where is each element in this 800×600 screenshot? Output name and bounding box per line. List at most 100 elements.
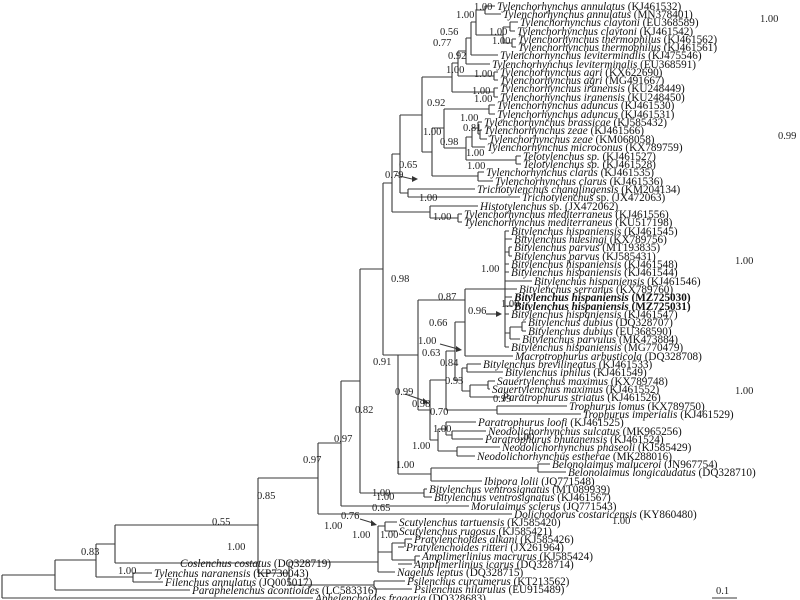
taxon-label: Neodolichorhynchus phaseoli (KJ585429) bbox=[501, 442, 692, 454]
support-value: 1.00 bbox=[380, 530, 398, 541]
taxon-label: Tylenchorhynchus mediterraneus (KJ461556… bbox=[464, 209, 669, 221]
taxon-label: Bitylenchus hispaniensis (MG770479) bbox=[511, 342, 683, 354]
taxon-label: Bitylenchus ventrosignatus (KJ461567) bbox=[434, 492, 611, 504]
taxon-label: Tylenchorhynchus thermophilus (KJ461562) bbox=[518, 34, 717, 46]
taxon-label: Scutylenchus rugosus (KJ585421) bbox=[399, 526, 552, 538]
taxon-label: Bitylenchus ventrosignatus (MT089939) bbox=[429, 484, 610, 496]
support-value: 1.00 bbox=[227, 542, 245, 553]
taxon-label: Tylenchorhynchus clarus (KJ461535) bbox=[486, 167, 654, 179]
taxon-label: Bitylenchus hispaniensis (MZ725030) bbox=[513, 292, 691, 304]
taxon-label: Pratylenchoides alkani (KJ585426) bbox=[413, 534, 574, 546]
support-value: 1.00 bbox=[501, 299, 519, 310]
support-value: 0.99 bbox=[778, 131, 796, 142]
support-value: 1.00 bbox=[472, 86, 490, 97]
taxon-label: Trichotylenchus sp. (JX472063) bbox=[522, 192, 666, 204]
taxon-label: Tylenchorhynchus brassicae (KJ585432) bbox=[484, 117, 667, 129]
taxon-label: Filenchus annulatus (JQ005017) bbox=[164, 577, 313, 589]
support-value: 0.98 bbox=[440, 137, 458, 148]
support-value: 0.96 bbox=[468, 306, 486, 317]
taxon-label: Bitylenchus hispaniensis (MZ725031) bbox=[513, 301, 691, 313]
support-value: 0.63 bbox=[422, 348, 440, 359]
support-value: 0.98 bbox=[391, 274, 409, 285]
support-value: 1.00 bbox=[396, 460, 414, 471]
taxon-label: Tylenchorhynchus agri (MG491667) bbox=[500, 75, 665, 87]
support-value: 0.55 bbox=[212, 517, 230, 528]
taxon-label: Bitylenchus parvus (KJ585431) bbox=[514, 251, 656, 263]
taxon-label: Belonolaimus maluceroi (JN967754) bbox=[552, 459, 718, 471]
taxon-label: Tylenchorhynchus aduncus (KJ461531) bbox=[497, 109, 675, 121]
taxon-label: Tylenchorhynchus leviterminalis (EU36859… bbox=[492, 59, 696, 71]
support-value: 1.00 bbox=[446, 65, 464, 76]
support-value: 1.00 bbox=[474, 94, 492, 105]
taxon-label: Bitylenchus serranus (KX789760) bbox=[519, 284, 673, 296]
taxon-label: Trophurus imperialis (KJ461529) bbox=[583, 409, 734, 421]
support-value: 0.65 bbox=[372, 503, 390, 514]
taxon-label: Ibipora lolii (JQ771548) bbox=[483, 476, 595, 488]
support-value: 1.00 bbox=[456, 10, 474, 21]
taxon-label: Tylenchus naranensis (KP730043) bbox=[154, 568, 309, 580]
support-value: 0.79 bbox=[385, 170, 403, 181]
support-value: 1.00 bbox=[433, 424, 451, 435]
support-value: 1.00 bbox=[735, 256, 753, 267]
taxon-label: Tylenchorhynchus agri (KX622690) bbox=[500, 67, 663, 79]
taxon-label: Amplimerlinius icarus (DQ328714) bbox=[413, 559, 574, 571]
support-value: 0.81 bbox=[463, 123, 481, 134]
support-value: 1.00 bbox=[467, 161, 485, 172]
support-value: 1.00 bbox=[474, 2, 492, 13]
support-value: 0.93 bbox=[445, 376, 463, 387]
support-value: 1.00 bbox=[516, 432, 534, 443]
support-value: 1.00 bbox=[612, 516, 630, 527]
taxon-label: Bitylenchus brevilineatus (KJ461533) bbox=[483, 359, 653, 371]
taxon-label: Tylenchorhynchus iranensis (KU248449) bbox=[500, 83, 685, 95]
taxon-label: Tylenchorhynchus microconus (KX789759) bbox=[487, 142, 683, 154]
taxon-label: Pratylenchoides ritteri (JX261964) bbox=[405, 542, 564, 554]
support-value: 0.91 bbox=[373, 357, 391, 368]
taxon-label: Histotylenchus sp. (JX472062) bbox=[479, 201, 619, 213]
taxon-label: Tylenchorhynchus mediterraneus (KU517198… bbox=[464, 217, 673, 229]
taxon-label: Trichotylenchus changlingensis (KM204134… bbox=[477, 184, 681, 196]
support-value: 1.00 bbox=[372, 488, 390, 499]
support-value: 1.00 bbox=[466, 148, 484, 159]
support-value: 1.00 bbox=[423, 127, 441, 138]
taxon-label: Coslenchus costatus (DQ328719) bbox=[180, 558, 331, 570]
support-value: 0.84 bbox=[440, 358, 459, 369]
taxon-label: Tylenchorhynchus zeae (KM068058) bbox=[489, 134, 655, 146]
support-value: 1.00 bbox=[118, 566, 136, 577]
taxon-label: Tylenchorhynchus claytoni (KJ461542) bbox=[517, 26, 693, 38]
taxon-label: Belonolaimus longicaudatus (DQ328710) bbox=[568, 467, 756, 479]
support-value: 0.82 bbox=[355, 405, 373, 416]
taxon-label: Scutylenchus tartuensis (KJ585420) bbox=[399, 517, 561, 529]
support-value: 0.77 bbox=[433, 38, 451, 49]
taxon-label: Psilenchus curcumerus (KT213562) bbox=[406, 576, 570, 588]
taxon-label: Tylenchorhynchus claytoni (EU368589) bbox=[520, 17, 699, 29]
support-value: 1.00 bbox=[735, 386, 753, 397]
taxon-label: Paratrophurus striatus (KJ461526) bbox=[501, 392, 661, 404]
support-value: 0.76 bbox=[341, 511, 359, 522]
taxon-label: Tylenchorhynchus zeae (KJ461566) bbox=[484, 125, 644, 137]
taxon-label: Macrotrophurus arbusticola (DQ328708) bbox=[514, 351, 702, 363]
support-value: 1.00 bbox=[376, 492, 394, 503]
scale-bar-label: 0.1 bbox=[716, 586, 729, 597]
support-value: 0.97 bbox=[334, 434, 352, 445]
taxon-label: Tylenchorhynchus iranensis (KU248450) bbox=[500, 92, 685, 104]
taxon-label: Telotylenchus sp. (KJ461527) bbox=[523, 151, 656, 163]
support-value: 0.92 bbox=[448, 51, 466, 62]
taxon-label: Bitylenchus parvus (MT193835) bbox=[514, 242, 660, 254]
support-value: 0.98 bbox=[412, 399, 430, 410]
support-value: 1.00 bbox=[492, 36, 510, 47]
support-value: 1.00 bbox=[460, 113, 478, 124]
support-value: 1.00 bbox=[419, 193, 437, 204]
taxon-label: Bitylenchus hispaniensis (KJ461547) bbox=[511, 309, 678, 321]
taxon-label: Telotylenchus sp. (KJ461528) bbox=[523, 159, 656, 171]
taxon-label: Bitylenchus hispaniensis (KJ461544) bbox=[511, 267, 678, 279]
taxon-labels: Tylenchorhynchus annulatus (KJ461532) Tyl… bbox=[154, 1, 756, 600]
taxon-label: Nagelus leptus (DQ328715) bbox=[396, 567, 523, 579]
taxon-label: Sauertylenchus maximus (KX789748) bbox=[497, 376, 668, 388]
support-value: 0.70 bbox=[430, 407, 448, 418]
taxon-label: Tylenchorhynchus annulatus (KJ461532) bbox=[497, 1, 681, 13]
support-value: 0.56 bbox=[440, 27, 458, 38]
tree-branches bbox=[1, 5, 737, 599]
taxon-label: Dolichodorus costaricensis (KY860480) bbox=[513, 509, 697, 521]
support-value: 0.85 bbox=[257, 491, 275, 502]
